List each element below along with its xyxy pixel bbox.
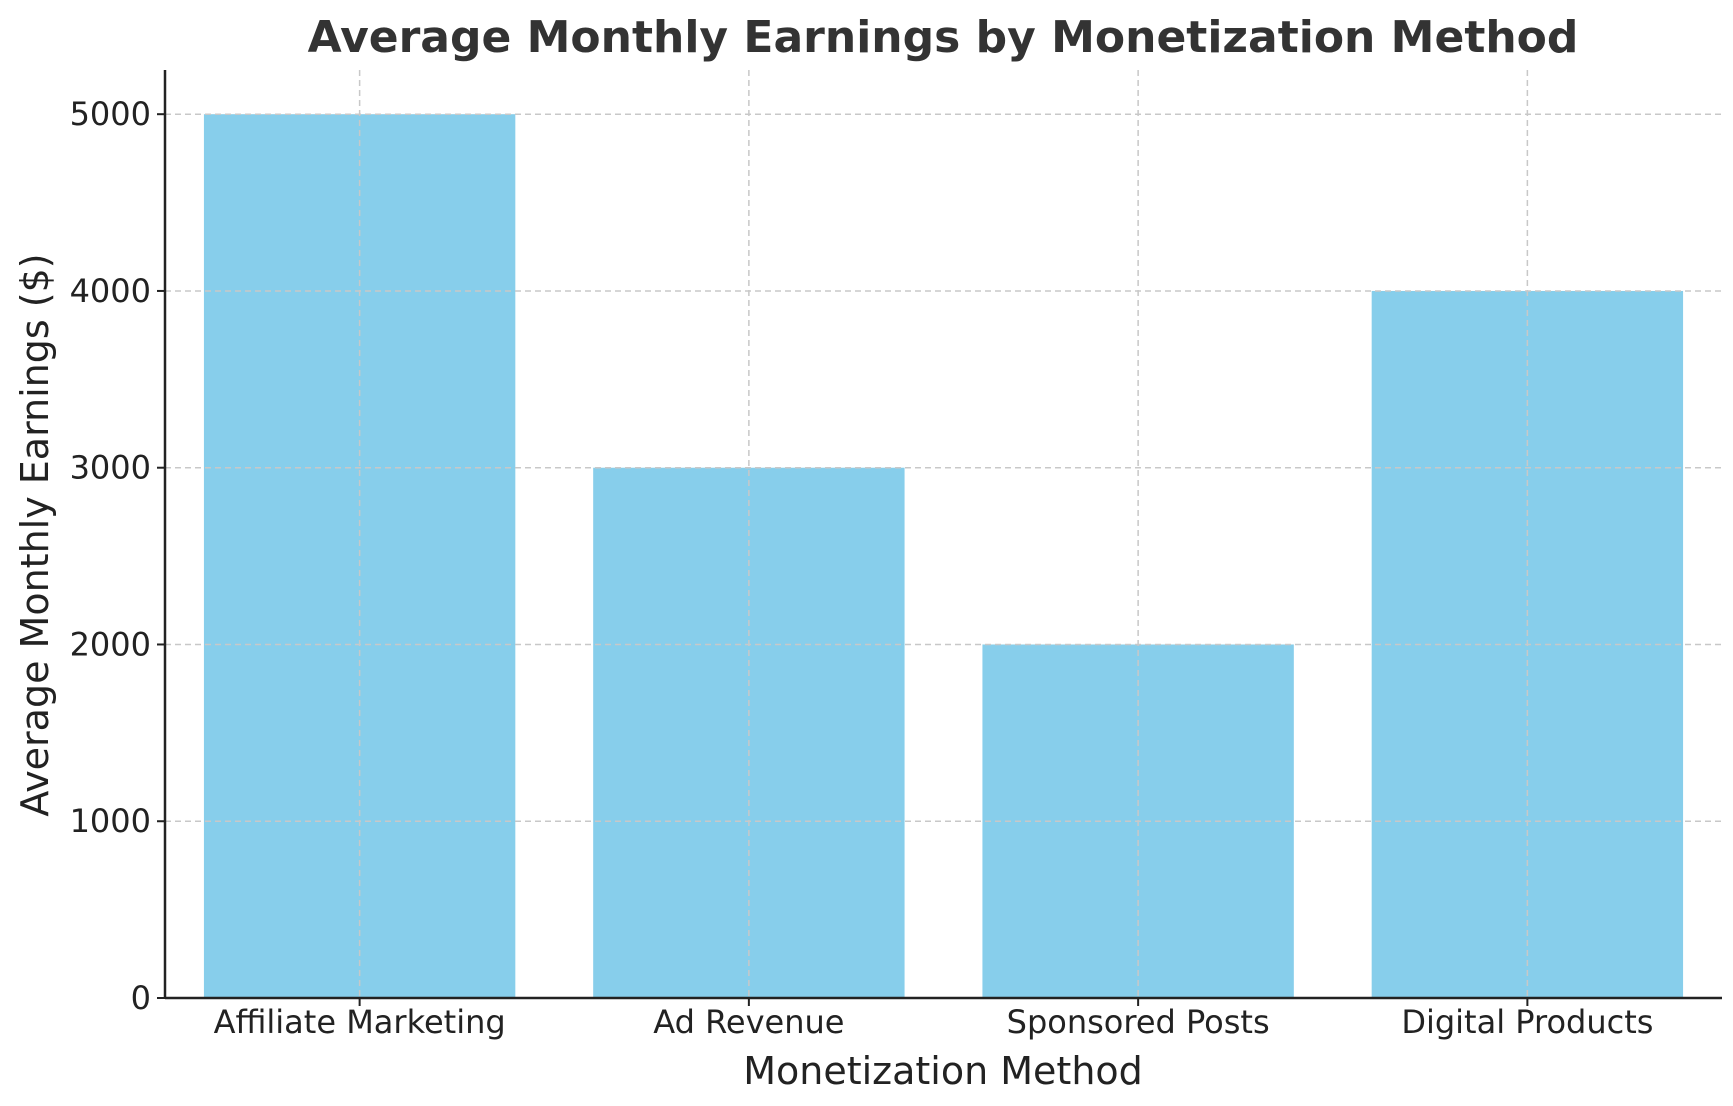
x-tick-label: Sponsored Posts bbox=[1007, 1003, 1270, 1041]
y-tick-label: 0 bbox=[131, 979, 151, 1017]
x-tick-label: Ad Revenue bbox=[653, 1003, 844, 1041]
y-tick-label: 4000 bbox=[70, 272, 151, 310]
x-tick-label: Digital Products bbox=[1401, 1003, 1653, 1041]
y-tick-label: 2000 bbox=[70, 625, 151, 663]
x-axis-label: Monetization Method bbox=[743, 1049, 1143, 1093]
y-axis-label: Average Monthly Earnings ($) bbox=[13, 253, 57, 816]
ticks-layer: 0 1000 2000 3000 4000 5000 Affiliate Marketing… bbox=[70, 95, 1654, 1041]
y-tick-label: 1000 bbox=[70, 802, 151, 840]
bars-layer bbox=[203, 114, 1684, 998]
y-tick-label: 3000 bbox=[70, 449, 151, 487]
chart-title: Average Monthly Earnings by Monetization… bbox=[308, 12, 1579, 63]
axes-layer bbox=[163, 70, 1722, 1000]
grid-layer bbox=[165, 70, 1722, 998]
x-tick-label: Affiliate Marketing bbox=[214, 1003, 506, 1041]
y-tick-label: 5000 bbox=[70, 95, 151, 133]
